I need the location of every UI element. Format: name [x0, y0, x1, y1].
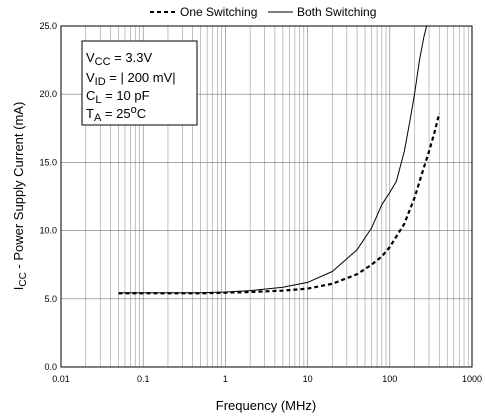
x-tick-label: 0.1 [137, 374, 150, 384]
y-tick-label: 10.0 [39, 226, 57, 236]
conditions-frame [81, 40, 198, 126]
y-tick-label: 20.0 [39, 89, 57, 99]
condition-vid: VID = | 200 mV| [86, 70, 176, 88]
y-tick-label: 5.0 [44, 294, 57, 304]
series-line-one-switching [118, 113, 441, 295]
legend: One Switching Both Switching [150, 5, 376, 19]
y-tick-label: 15.0 [39, 157, 57, 167]
legend-label-both-switching: Both Switching [297, 5, 376, 19]
y-tick-label: 25.0 [39, 21, 57, 31]
conditions-box: VCC = 3.3V VID = | 200 mV| CL = 10 pF TA… [81, 40, 198, 126]
condition-ta: TA = 25oC [86, 104, 146, 124]
series-line-both-switching [118, 25, 428, 294]
y-axis-title: ICC - Power Supply Current (mA) [11, 102, 29, 291]
condition-vcc: VCC = 3.3V [86, 50, 152, 68]
x-tick-label: 0.01 [52, 374, 70, 384]
x-tick-label: 1000 [462, 374, 482, 384]
plot-frame [60, 25, 473, 368]
x-tick-label: 10 [303, 374, 313, 384]
tick-labels: 0.01 0.1 1 10 100 1000 0.0 5.0 10.0 15.0 20.0 25.0 [39, 21, 482, 384]
y-tick-label: 0.0 [44, 362, 57, 372]
data-series [118, 25, 441, 295]
x-tick-label: 1 [223, 374, 228, 384]
legend-label-one-switching: One Switching [180, 5, 257, 19]
x-tick-label: 100 [382, 374, 397, 384]
condition-cl: CL = 10 pF [86, 88, 150, 106]
x-axis-title: Frequency (MHz) [216, 398, 316, 413]
